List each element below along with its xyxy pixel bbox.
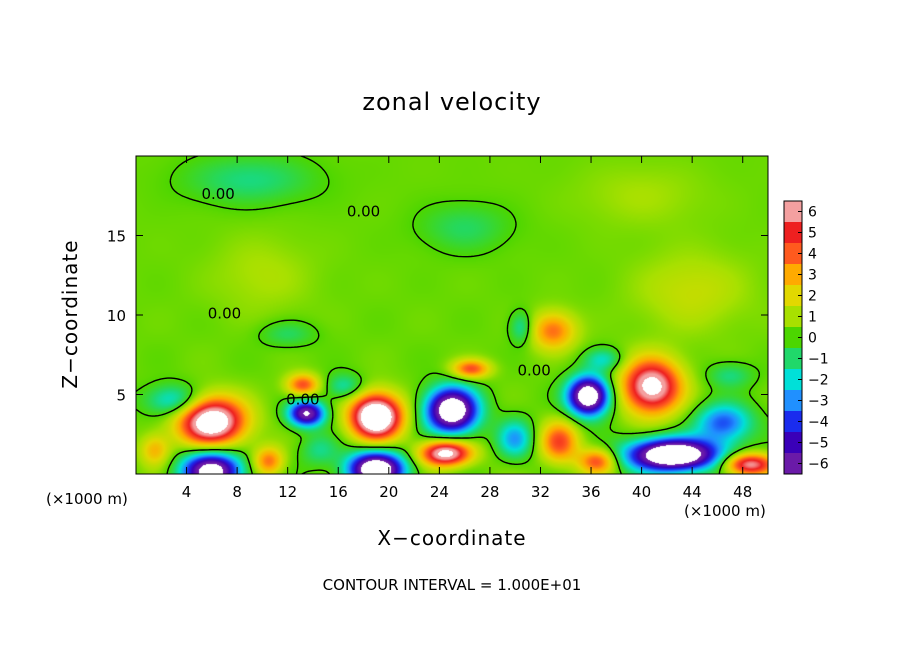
x-tick-label-10: 44 <box>683 483 702 501</box>
x-tick-label-8: 36 <box>581 483 600 501</box>
colorbar-label-6: 0 <box>808 331 817 347</box>
chart-title: zonal velocity <box>362 88 542 116</box>
colorbar-swatch-12 <box>784 453 802 475</box>
colorbar-label-0: 6 <box>808 205 817 221</box>
contour-label-2: 0.00 <box>208 304 241 322</box>
contour-interval-note: CONTOUR INTERVAL = 1.000E+01 <box>322 576 582 594</box>
colorbar-swatch-8 <box>784 369 802 391</box>
colorbar-label-7: −1 <box>808 352 829 368</box>
contour-layer <box>136 156 768 474</box>
colorbar-swatch-0 <box>784 201 802 223</box>
x-tick-label-6: 28 <box>480 483 499 501</box>
contour-label-3: 0.00 <box>286 390 319 408</box>
contour-label-4: 0.00 <box>517 362 550 380</box>
colorbar-swatch-4 <box>784 285 802 307</box>
x-unit-label-right: (×1000 m) <box>684 502 766 520</box>
colorbar-swatch-1 <box>784 222 802 244</box>
colorbar-swatch-5 <box>784 306 802 328</box>
x-tick-label-1: 8 <box>232 483 242 501</box>
x-tick-label-0: 4 <box>182 483 192 501</box>
y-axis-label: Z−coordinate <box>58 239 82 389</box>
y-tick-label-1: 10 <box>107 307 126 325</box>
colorbar-label-4: 2 <box>808 289 817 305</box>
x-axis: 4 8 12 16 20 24 28 32 36 40 44 48 <box>182 156 752 501</box>
colorbar-swatch-6 <box>784 327 802 349</box>
x-unit-label-left: (×1000 m) <box>46 490 128 508</box>
x-tick-label-11: 48 <box>733 483 752 501</box>
x-tick-label-7: 32 <box>531 483 550 501</box>
colorbar-label-5: 1 <box>808 310 817 326</box>
x-tick-label-2: 12 <box>278 483 297 501</box>
x-tick-label-3: 16 <box>329 483 348 501</box>
contour-label-1: 0.00 <box>347 203 380 221</box>
colorbar-label-1: 5 <box>808 226 817 242</box>
colorbar: 6 5 4 3 2 1 0 −1 −2 −3 −4 −5 −6 <box>783 200 829 475</box>
colorbar-label-9: −3 <box>808 394 829 410</box>
colorbar-swatch-10 <box>784 411 802 433</box>
x-tick-label-5: 24 <box>430 483 449 501</box>
colorbar-label-8: −2 <box>808 373 829 389</box>
colorbar-label-10: −4 <box>808 415 829 431</box>
y-axis: 5 10 15 <box>107 228 768 405</box>
colorbar-swatch-11 <box>784 432 802 454</box>
contour-label-0: 0.00 <box>201 185 234 203</box>
colorbar-swatch-7 <box>784 348 802 370</box>
y-tick-label-0: 5 <box>116 387 126 405</box>
x-axis-label: X−coordinate <box>377 526 527 550</box>
x-tick-label-9: 40 <box>632 483 651 501</box>
colorbar-swatch-2 <box>784 243 802 265</box>
heatmap-field <box>136 156 768 474</box>
plot-frame <box>135 155 769 475</box>
x-tick-label-4: 20 <box>379 483 398 501</box>
colorbar-label-3: 3 <box>808 268 817 284</box>
colorbar-label-2: 4 <box>808 247 817 263</box>
colorbar-label-11: −5 <box>808 436 829 452</box>
zero-contour-line <box>136 156 768 474</box>
colorbar-label-12: −6 <box>808 457 829 473</box>
colorbar-swatch-9 <box>784 390 802 412</box>
colorbar-swatch-3 <box>784 264 802 286</box>
y-tick-label-2: 15 <box>107 228 126 246</box>
colorbar-frame <box>783 200 803 475</box>
contour-label-layer: 0.00 0.00 0.00 0.00 0.00 <box>201 185 550 408</box>
